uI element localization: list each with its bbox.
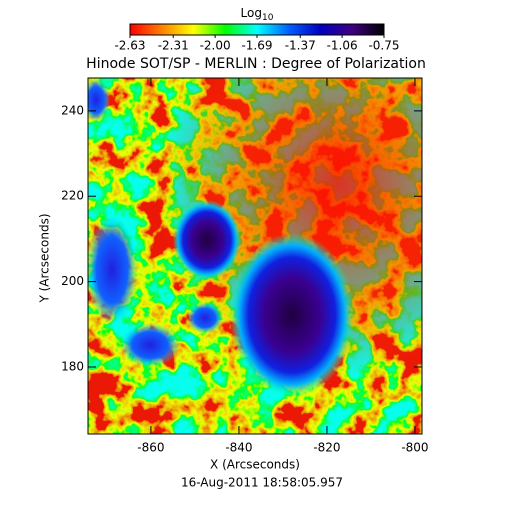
colorbar-tick-label: -2.63 (114, 39, 145, 53)
colorbar-tick-label: -2.31 (158, 39, 189, 53)
image (88, 78, 422, 434)
x-tick-label: -840 (225, 441, 252, 455)
x-tick-label: -860 (137, 441, 164, 455)
x-tick-label: -800 (401, 441, 428, 455)
y-tick-label: 200 (61, 274, 84, 288)
colorbar-label: Log10 (241, 6, 274, 23)
colorbar-label-sub: 10 (262, 13, 274, 23)
colorbar-tick-label: -1.37 (285, 39, 316, 53)
colorbar-label-text: Log (241, 6, 262, 20)
chart-title: Hinode SOT/SP - MERLIN : Degree of Polar… (86, 56, 426, 72)
y-tick-label: 180 (61, 359, 84, 373)
x-axis-label: X (Arcseconds) (210, 458, 300, 472)
colorbar-tick-label: -0.75 (368, 39, 399, 53)
colorbar-tick-label: -1.06 (327, 39, 358, 53)
colorbar-tick-label: -1.69 (241, 39, 272, 53)
plot-frame (87, 77, 423, 435)
y-axis-label: Y (Arcseconds) (38, 213, 52, 303)
x-tick-label: -820 (313, 441, 340, 455)
y-tick-label: 220 (61, 189, 84, 203)
colorbar-tick-label: -2.00 (200, 39, 231, 53)
y-tick-label: 240 (61, 103, 84, 117)
colorbar (129, 23, 385, 36)
footer-date: 16-Aug-2011 18:58:05.957 (181, 476, 343, 490)
